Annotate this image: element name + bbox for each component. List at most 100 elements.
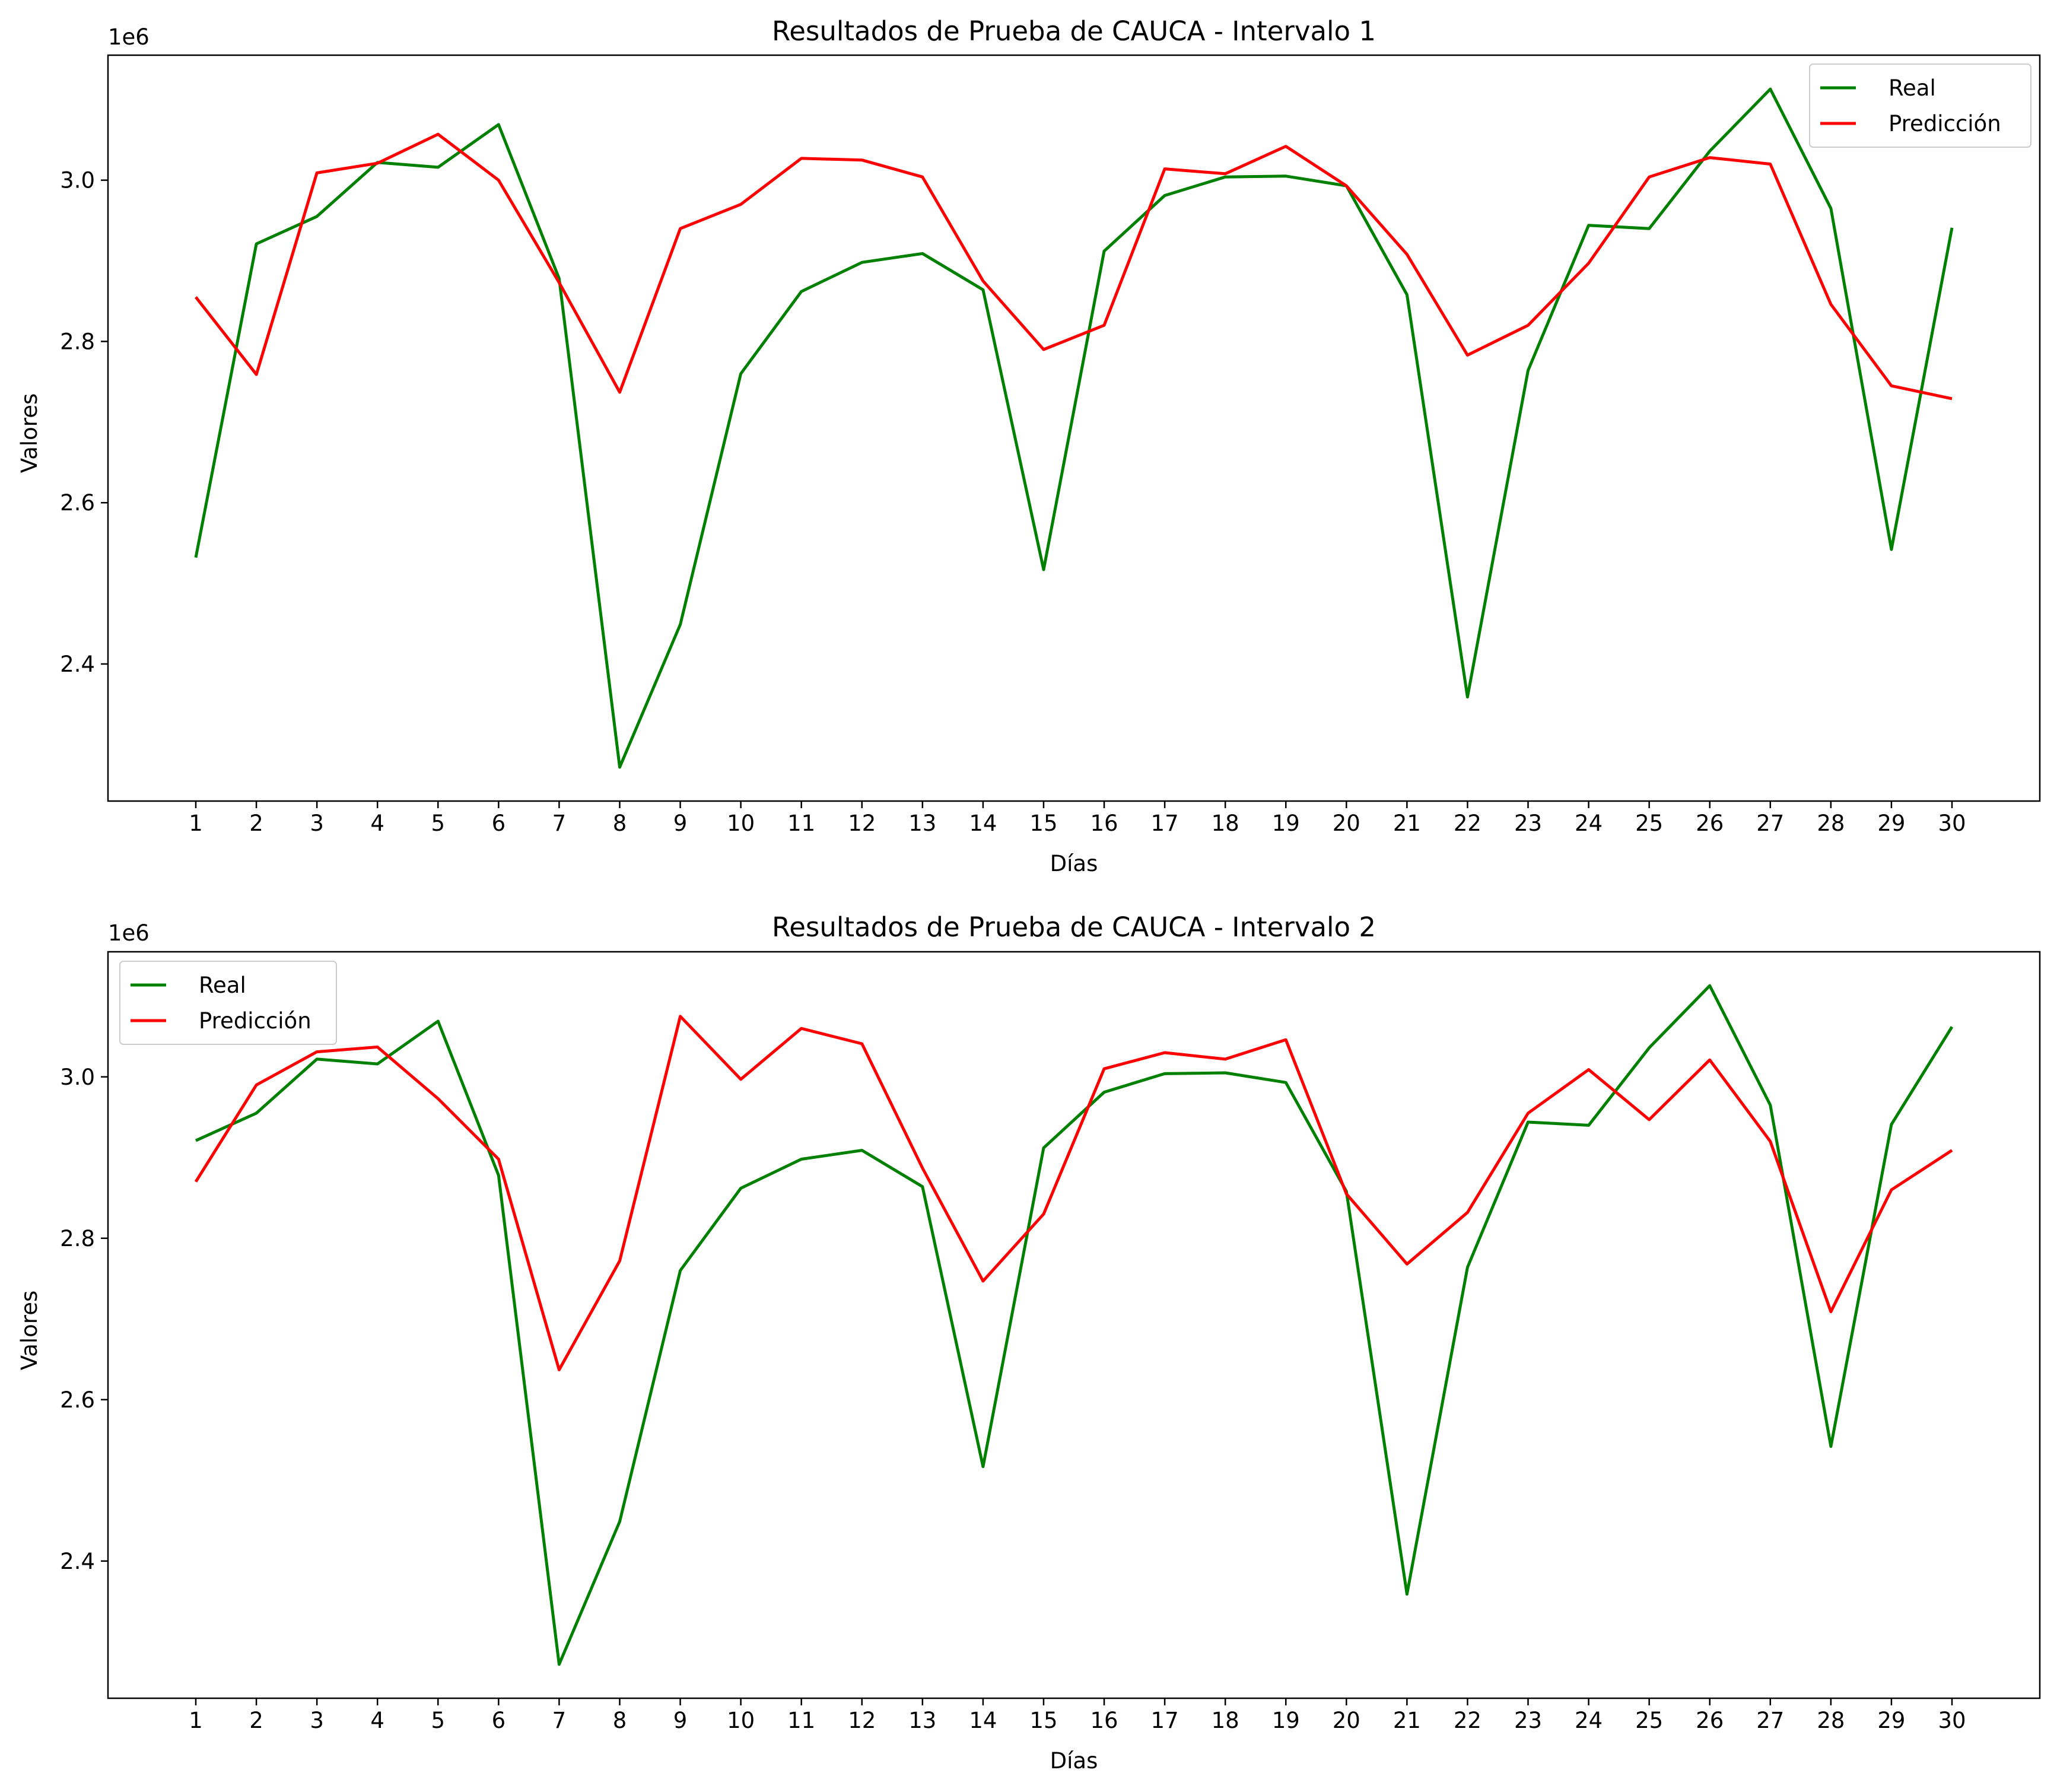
data-point	[1769, 1140, 1772, 1143]
data-point	[1163, 167, 1166, 171]
axes-frame	[107, 54, 2041, 802]
data-point	[1223, 172, 1227, 176]
y-tick-label: 2.4	[60, 652, 95, 677]
data-point	[739, 202, 743, 206]
data-point	[679, 1015, 682, 1018]
data-point	[1223, 1071, 1227, 1075]
chart-title: Resultados de Prueba de CAUCA - Interval…	[772, 911, 1376, 943]
data-point	[800, 1027, 803, 1030]
data-point	[436, 1097, 440, 1101]
data-point	[1284, 1038, 1287, 1041]
data-point	[255, 1111, 258, 1115]
data-point	[497, 1158, 500, 1161]
plot-area: 1 2 3 4 5 6 7 8 9 10 11 12 13 14 15 16 17 18 19 20 21 22 23 24 2…	[60, 951, 2041, 1733]
data-point	[1163, 1051, 1166, 1054]
legend: Real Predicción	[119, 961, 337, 1045]
data-point	[1344, 1192, 1348, 1196]
x-tick-label: 27	[1756, 1708, 1784, 1733]
x-tick-label: 28	[1817, 811, 1845, 836]
data-point	[800, 290, 803, 293]
x-tick-label: 9	[673, 1708, 688, 1733]
data-point	[1587, 224, 1591, 227]
data-point	[739, 1078, 743, 1081]
x-tick-label: 29	[1877, 811, 1905, 836]
data-point	[1587, 1068, 1591, 1072]
x-tick-label: 17	[1151, 1708, 1179, 1733]
x-tick-label: 5	[431, 811, 446, 836]
data-point	[981, 1279, 985, 1283]
data-point	[1405, 253, 1409, 256]
data-point	[1102, 249, 1106, 253]
x-tick-label: 15	[1029, 811, 1057, 836]
data-point	[376, 1062, 379, 1066]
data-point	[1102, 323, 1106, 327]
data-point	[1890, 548, 1893, 551]
data-point	[1344, 184, 1348, 188]
data-point	[1950, 1149, 1954, 1152]
x-tick-label: 20	[1333, 1708, 1360, 1733]
data-point	[981, 288, 985, 291]
x-tick-label: 22	[1454, 1708, 1481, 1733]
data-point	[436, 166, 440, 169]
data-point	[1648, 1118, 1651, 1121]
x-tick-label: 21	[1393, 811, 1421, 836]
data-point	[1708, 984, 1712, 987]
x-tick-label: 7	[552, 811, 567, 836]
data-point	[921, 1185, 924, 1189]
data-point	[315, 215, 319, 218]
data-point	[376, 161, 379, 165]
data-point	[1708, 150, 1712, 153]
data-point	[1163, 194, 1166, 198]
x-tick-label: 20	[1333, 811, 1360, 836]
data-point	[1587, 262, 1591, 265]
x-tick-label: 23	[1514, 811, 1542, 836]
data-point	[194, 296, 198, 299]
data-point	[1708, 156, 1712, 160]
data-point	[315, 1057, 319, 1061]
legend-box	[1809, 63, 2031, 148]
x-tick-label: 17	[1151, 811, 1179, 836]
data-point	[1284, 145, 1287, 148]
x-tick-label: 8	[613, 811, 627, 836]
data-point	[1648, 175, 1651, 179]
x-tick-label: 10	[727, 1708, 755, 1733]
data-point	[1890, 384, 1893, 387]
plot-area: 1 2 3 4 5 6 7 8 9 10 11 12 13 14 15 16 17 18 19 20 21 22 23 24 2…	[60, 54, 2041, 836]
data-point	[981, 279, 985, 283]
data-point	[1769, 1103, 1772, 1107]
x-tick-label: 19	[1272, 811, 1300, 836]
data-point	[1950, 397, 1954, 401]
data-point	[1950, 1025, 1954, 1029]
y-offset-label: 1e6	[108, 24, 150, 50]
x-tick-label: 11	[787, 1708, 815, 1733]
data-point	[1405, 1262, 1409, 1266]
data-point	[800, 157, 803, 160]
chart-title: Resultados de Prueba de CAUCA - Interval…	[772, 15, 1376, 47]
x-tick-label: 15	[1029, 1708, 1057, 1733]
data-point	[1527, 1120, 1530, 1124]
data-point	[436, 132, 440, 136]
x-tick-label: 12	[848, 811, 876, 836]
data-point	[860, 1149, 864, 1152]
x-tick-label: 10	[727, 811, 755, 836]
data-point	[921, 1167, 924, 1170]
data-point	[255, 242, 258, 246]
x-tick-label: 2	[249, 1708, 263, 1733]
data-point	[1223, 175, 1227, 179]
x-tick-label: 11	[787, 811, 815, 836]
x-tick-label: 8	[613, 1708, 627, 1733]
data-point	[618, 390, 622, 394]
x-axis-label: Días	[1050, 851, 1098, 876]
data-point	[800, 1158, 803, 1161]
data-point	[1829, 1445, 1833, 1448]
x-tick-label: 6	[492, 811, 506, 836]
x-tick-label: 30	[1938, 811, 1966, 836]
data-point	[1950, 226, 1954, 230]
x-tick-label: 19	[1272, 1708, 1300, 1733]
data-point	[860, 158, 864, 162]
legend-label-prediccion: Predicción	[1889, 111, 2001, 136]
y-tick-label: 3.0	[60, 168, 95, 193]
data-point	[1405, 293, 1409, 297]
data-point	[376, 1046, 379, 1049]
